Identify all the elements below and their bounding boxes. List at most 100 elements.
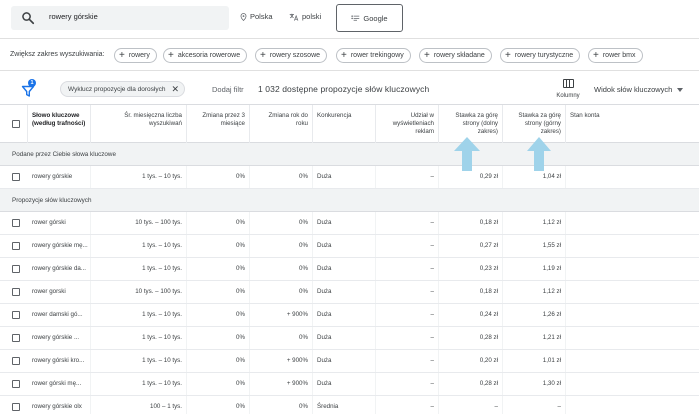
location-selector[interactable]: Polska <box>240 12 273 21</box>
cell-impression-share: – <box>376 327 439 349</box>
cell-change-3m: 0% <box>187 304 250 326</box>
filter-row: 1 Wyklucz propozycje dla dorosłych ✕ Dod… <box>0 76 699 104</box>
chip-label: rowery szosowe <box>269 52 321 59</box>
close-icon[interactable]: ✕ <box>171 83 180 94</box>
cell-bid-high: 1,21 zł <box>503 327 566 349</box>
plus-icon: + <box>119 49 125 61</box>
cell-impression-share: – <box>376 258 439 280</box>
cell-keyword[interactable]: rower górski mę... <box>28 373 91 395</box>
broaden-chip-rowery-szosowe[interactable]: + rowery szosowe <box>255 48 328 63</box>
cell-keyword[interactable]: rower górski <box>28 212 91 234</box>
table-row[interactable]: rowery górskie mę... 1 tys. – 10 tys. 0% 0%… <box>0 235 699 258</box>
broaden-chip-rower-trekingowy[interactable]: + rower trekingowy <box>336 48 411 63</box>
cell-avg-searches: 100 – 1 tys. <box>91 396 187 414</box>
row-checkbox[interactable] <box>12 311 20 319</box>
cell-bid-high: 1,19 zł <box>503 258 566 280</box>
row-checkbox[interactable] <box>12 173 20 181</box>
view-selector[interactable]: Widok słów kluczowych <box>594 85 684 94</box>
language-selector[interactable]: polski <box>289 12 321 21</box>
row-checkbox[interactable] <box>12 242 20 250</box>
table-row[interactable]: rowery górskie 1 tys. – 10 tys. 0% 0% Duża –0… <box>0 166 699 189</box>
table-row[interactable]: rower damski gó... 1 tys. – 10 tys. 0% + 90… <box>0 304 699 327</box>
header-bid-low[interactable]: Stawka za górę strony (dolny zakres) <box>439 105 503 143</box>
row-checkbox[interactable] <box>12 265 20 273</box>
cell-avg-searches: 1 tys. – 10 tys. <box>91 304 187 326</box>
filter-count-badge: 1 <box>28 79 36 87</box>
cell-change-yoy: + 900% <box>250 373 313 395</box>
cell-impression-share: – <box>376 373 439 395</box>
broaden-chip-akcesoria-rowerowe[interactable]: + akcesoria rowerowe <box>163 48 248 63</box>
cell-keyword[interactable]: rowery górski kro... <box>28 350 91 372</box>
row-checkbox[interactable] <box>12 380 20 388</box>
header-avg-searches[interactable]: Śr. miesięczna liczba wyszukiwań <box>91 105 187 143</box>
cell-keyword[interactable]: rowery górskie mę... <box>28 235 91 257</box>
table-header: Słowo kluczowe (według trafności) Śr. mi… <box>0 104 699 143</box>
cell-change-3m: 0% <box>187 396 250 414</box>
broaden-chip-rower-bmx[interactable]: + rower bmx <box>588 48 643 63</box>
plus-icon: + <box>593 49 599 61</box>
broaden-chip-rowery-skladane[interactable]: + rowery składane <box>419 48 492 63</box>
header-change-3m[interactable]: Zmiana przez 3 miesiące <box>187 105 250 143</box>
cell-bid-low: 0,23 zł <box>439 258 503 280</box>
header-bid-high[interactable]: Stawka za górę strony (górny zakres) <box>503 105 566 143</box>
row-checkbox[interactable] <box>12 403 20 411</box>
table-row[interactable]: rowery górskie da... 1 tys. – 10 tys. 0% 0%… <box>0 258 699 281</box>
search-input[interactable]: rowery górskie <box>11 6 229 30</box>
network-selector[interactable]: Google <box>336 4 403 32</box>
row-checkbox[interactable] <box>12 288 20 296</box>
location-pin-icon <box>240 12 247 21</box>
row-checkbox[interactable] <box>12 219 20 227</box>
table-row[interactable]: rowery górskie olx 100 – 1 tys. 0% 0% Średni… <box>0 396 699 414</box>
cell-competition: Duża <box>313 212 376 234</box>
cell-competition: Duża <box>313 327 376 349</box>
cell-bid-high: 1,12 zł <box>503 281 566 303</box>
table-row[interactable]: rower gorski 10 tys. – 100 tys. 0% 0% Duża –0… <box>0 281 699 304</box>
chip-label: rower trekingowy <box>350 52 404 59</box>
cell-change-3m: 0% <box>187 212 250 234</box>
table-row[interactable]: rower górski mę... 1 tys. – 10 tys. 0% + 90… <box>0 373 699 396</box>
select-all-checkbox[interactable] <box>12 120 20 128</box>
cell-bid-low: – <box>439 396 503 414</box>
section-provided-keywords: Podane przez Ciebie słowa kluczowe <box>0 143 699 166</box>
cell-bid-high: 1,30 zł <box>503 373 566 395</box>
cell-competition: Średnia <box>313 396 376 414</box>
network-label: Google <box>363 13 388 23</box>
broaden-chip-rowery-turystyczne[interactable]: + rowery turystyczne <box>500 48 581 63</box>
row-checkbox[interactable] <box>12 334 20 342</box>
cell-keyword[interactable]: rowery górskie da... <box>28 258 91 280</box>
table-row[interactable]: rowery górskie ... 1 tys. – 10 tys. 0% 0% Du… <box>0 327 699 350</box>
table-row[interactable]: rowery górski kro... 1 tys. – 10 tys. 0% + … <box>0 350 699 373</box>
chip-label: rower bmx <box>602 52 636 59</box>
cell-change-yoy: 0% <box>250 396 313 414</box>
broaden-chip-rowery[interactable]: + rowery <box>114 48 157 63</box>
cell-keyword[interactable]: rowery górskie ... <box>28 327 91 349</box>
add-filter-button[interactable]: Dodaj filtr <box>212 85 244 94</box>
cell-keyword[interactable]: rower gorski <box>28 281 91 303</box>
cell-change-3m: 0% <box>187 281 250 303</box>
cell-avg-searches: 1 tys. – 10 tys. <box>91 327 187 349</box>
annotation-arrow-up-icon <box>527 137 551 171</box>
active-filter-chip[interactable]: Wyklucz propozycje dla dorosłych ✕ <box>60 81 186 97</box>
cell-change-yoy: + 900% <box>250 350 313 372</box>
section-keyword-ideas: Propozycje słów kluczowych <box>0 189 699 212</box>
broaden-search-row: Zwiększ zakres wyszukiwania: + rowery + ak… <box>0 46 699 66</box>
cell-change-yoy: 0% <box>250 327 313 349</box>
cell-change-yoy: 0% <box>250 166 313 188</box>
cell-competition: Duża <box>313 350 376 372</box>
cell-keyword[interactable]: rowery górskie olx <box>28 396 91 414</box>
cell-keyword[interactable]: rowery górskie <box>28 166 91 188</box>
cell-keyword[interactable]: rower damski gó... <box>28 304 91 326</box>
chip-label: rowery turystyczne <box>514 52 574 59</box>
header-account-status[interactable]: Stan konta <box>570 112 600 119</box>
cell-change-yoy: 0% <box>250 235 313 257</box>
columns-button[interactable]: Kolumny <box>552 79 584 99</box>
header-competition[interactable]: Konkurencja <box>313 105 376 143</box>
row-checkbox[interactable] <box>12 357 20 365</box>
header-keyword[interactable]: Słowo kluczowe (według trafności) <box>28 105 91 143</box>
broaden-label: Zwiększ zakres wyszukiwania: <box>10 51 105 58</box>
cell-bid-low: 0,27 zł <box>439 235 503 257</box>
cell-bid-low: 0,18 zł <box>439 212 503 234</box>
header-impression-share[interactable]: Udział w wyświetleniach reklam <box>376 105 439 143</box>
header-change-yoy[interactable]: Zmiana rok do roku <box>250 105 313 143</box>
table-row[interactable]: rower górski 10 tys. – 100 tys. 0% 0% Duża –0… <box>0 212 699 235</box>
